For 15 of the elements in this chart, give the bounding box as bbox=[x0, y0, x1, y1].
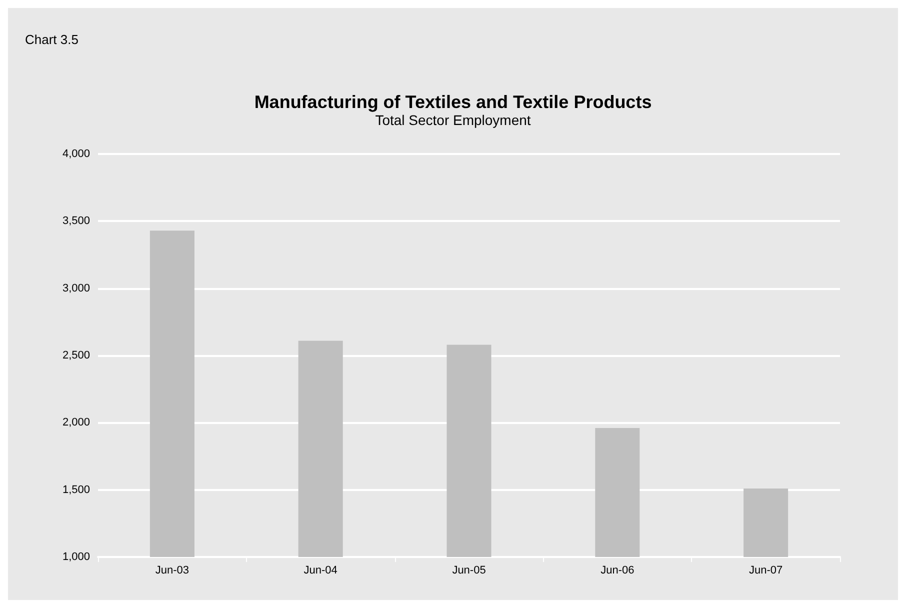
x-tick-label: Jun-05 bbox=[452, 564, 486, 576]
x-tick-label: Jun-03 bbox=[155, 564, 190, 576]
y-tick-label: 4,000 bbox=[62, 148, 90, 160]
chart-subtitle: Total Sector Employment bbox=[375, 112, 531, 128]
x-tick-label: Jun-07 bbox=[748, 564, 783, 576]
x-tick-label: Jun-06 bbox=[600, 564, 634, 576]
y-tick-label: 3,000 bbox=[62, 282, 90, 294]
y-tick-label: 3,500 bbox=[62, 215, 90, 228]
y-tick-label: 2,500 bbox=[62, 350, 90, 362]
x-tick-label: Jun-04 bbox=[304, 564, 338, 576]
chart-title: Manufacturing of Textiles and Textile Products bbox=[254, 92, 652, 112]
caption: Chart 3.5 bbox=[25, 32, 78, 47]
y-tick-label: 1,000 bbox=[62, 551, 90, 563]
y-tick-label: 1,500 bbox=[62, 484, 90, 496]
y-tick-label: 2,000 bbox=[62, 416, 90, 429]
